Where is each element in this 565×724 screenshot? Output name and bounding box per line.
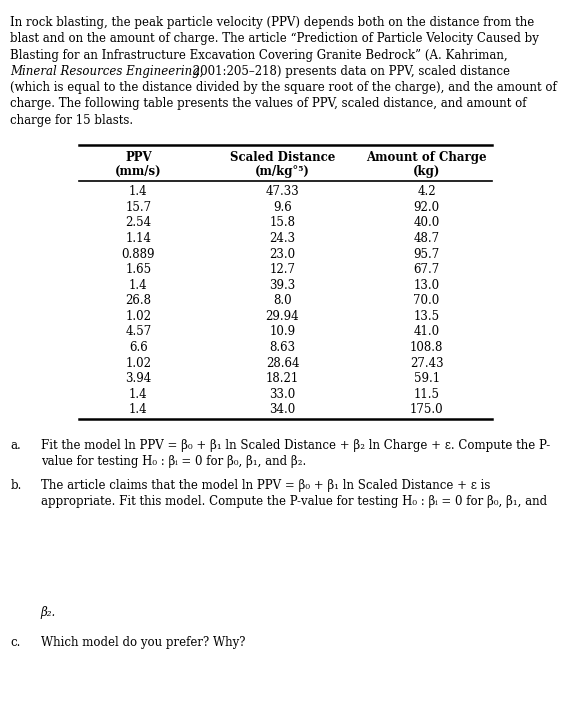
Text: 33.0: 33.0 — [270, 388, 295, 400]
Text: 41.0: 41.0 — [414, 326, 440, 338]
Text: 23.0: 23.0 — [270, 248, 295, 261]
Text: 95.7: 95.7 — [414, 248, 440, 261]
Text: 1.02: 1.02 — [125, 310, 151, 323]
Text: 1.4: 1.4 — [129, 279, 147, 292]
Text: c.: c. — [10, 636, 20, 649]
Text: appropriate. Fit this model. Compute the P-value for testing H₀ : βᵢ = 0 for β₀,: appropriate. Fit this model. Compute the… — [41, 495, 547, 508]
Text: charge. The following table presents the values of PPV, scaled distance, and amo: charge. The following table presents the… — [10, 98, 527, 110]
Text: 12.7: 12.7 — [270, 264, 295, 276]
Text: 9.6: 9.6 — [273, 201, 292, 214]
Text: 4.2: 4.2 — [418, 185, 436, 198]
Text: 13.0: 13.0 — [414, 279, 440, 292]
Text: 34.0: 34.0 — [270, 403, 295, 416]
Text: 48.7: 48.7 — [414, 232, 440, 245]
Text: 47.33: 47.33 — [266, 185, 299, 198]
Text: 1.4: 1.4 — [129, 185, 147, 198]
Text: 18.21: 18.21 — [266, 372, 299, 385]
Text: 8.0: 8.0 — [273, 294, 292, 307]
Text: 15.8: 15.8 — [270, 216, 295, 230]
Text: 29.94: 29.94 — [266, 310, 299, 323]
Text: 8.63: 8.63 — [270, 341, 295, 354]
Text: 3.94: 3.94 — [125, 372, 151, 385]
Text: 10.9: 10.9 — [270, 326, 295, 338]
Text: 92.0: 92.0 — [414, 201, 440, 214]
Text: Mineral Resources Engineering,: Mineral Resources Engineering, — [10, 65, 203, 77]
Text: 27.43: 27.43 — [410, 356, 444, 369]
Text: In rock blasting, the peak particle velocity (PPV) depends both on the distance : In rock blasting, the peak particle velo… — [10, 16, 534, 29]
Text: b.: b. — [10, 479, 21, 492]
Text: Blasting for an Infrastructure Excavation Covering Granite Bedrock” (A. Kahriman: Blasting for an Infrastructure Excavatio… — [10, 49, 508, 62]
Text: (mm/s): (mm/s) — [115, 165, 162, 178]
Text: (m/kg°⁵): (m/kg°⁵) — [255, 165, 310, 178]
Text: 13.5: 13.5 — [414, 310, 440, 323]
Text: 40.0: 40.0 — [414, 216, 440, 230]
Text: Scaled Distance: Scaled Distance — [230, 151, 335, 164]
Text: PPV: PPV — [125, 151, 152, 164]
Text: 2001:205–218) presents data on PPV, scaled distance: 2001:205–218) presents data on PPV, scal… — [189, 65, 510, 77]
Text: 70.0: 70.0 — [414, 294, 440, 307]
Text: 1.14: 1.14 — [125, 232, 151, 245]
Text: 1.4: 1.4 — [129, 403, 147, 416]
Text: 39.3: 39.3 — [270, 279, 295, 292]
Text: 0.889: 0.889 — [121, 248, 155, 261]
Text: 67.7: 67.7 — [414, 264, 440, 276]
Text: The article claims that the model ln PPV = β₀ + β₁ ln Scaled Distance + ε is: The article claims that the model ln PPV… — [41, 479, 490, 492]
Text: charge for 15 blasts.: charge for 15 blasts. — [10, 114, 133, 127]
Text: 59.1: 59.1 — [414, 372, 440, 385]
Text: Amount of Charge: Amount of Charge — [366, 151, 487, 164]
Text: 24.3: 24.3 — [270, 232, 295, 245]
Text: 2.54: 2.54 — [125, 216, 151, 230]
Text: 1.65: 1.65 — [125, 264, 151, 276]
Text: Which model do you prefer? Why?: Which model do you prefer? Why? — [41, 636, 245, 649]
Text: 6.6: 6.6 — [129, 341, 148, 354]
Text: (kg): (kg) — [413, 165, 440, 178]
Text: Fit the model ln PPV = β₀ + β₁ ln Scaled Distance + β₂ ln Charge + ε. Compute th: Fit the model ln PPV = β₀ + β₁ ln Scaled… — [41, 439, 550, 452]
Text: 1.02: 1.02 — [125, 356, 151, 369]
Text: β₂.: β₂. — [41, 605, 56, 618]
Text: 11.5: 11.5 — [414, 388, 440, 400]
Text: 15.7: 15.7 — [125, 201, 151, 214]
Text: 28.64: 28.64 — [266, 356, 299, 369]
Text: 108.8: 108.8 — [410, 341, 444, 354]
Text: 4.57: 4.57 — [125, 326, 151, 338]
Text: 26.8: 26.8 — [125, 294, 151, 307]
Text: value for testing H₀ : βᵢ = 0 for β₀, β₁, and β₂.: value for testing H₀ : βᵢ = 0 for β₀, β₁… — [41, 455, 306, 468]
Text: (which is equal to the distance divided by the square root of the charge), and t: (which is equal to the distance divided … — [10, 81, 557, 94]
Text: blast and on the amount of charge. The article “Prediction of Particle Velocity : blast and on the amount of charge. The a… — [10, 32, 539, 45]
Text: a.: a. — [10, 439, 21, 452]
Text: 1.4: 1.4 — [129, 388, 147, 400]
Text: 175.0: 175.0 — [410, 403, 444, 416]
